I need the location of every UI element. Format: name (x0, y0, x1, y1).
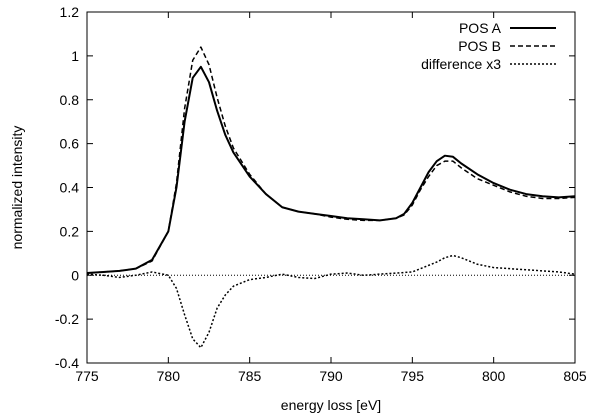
x-tick-label: 785 (238, 368, 262, 384)
y-tick-label: 1 (71, 48, 79, 64)
plot-frame (86, 11, 576, 364)
x-tick-label: 790 (319, 368, 343, 384)
y-tick-label: 0.4 (60, 180, 80, 196)
legend-label-1: POS A (459, 20, 502, 36)
legend-label-3: difference x3 (421, 56, 501, 72)
legend: POS A POS B difference x3 (421, 20, 556, 72)
y-tick-label: 0.2 (60, 223, 80, 239)
x-axis-label: energy loss [eV] (281, 397, 381, 413)
y-tick-label: -0.2 (55, 311, 79, 327)
y-ticks: -0.4 -0.2 0 0.2 0.4 0.6 0.8 1 1.2 (55, 4, 575, 371)
y-tick-label: -0.4 (55, 355, 79, 371)
x-tick-label: 805 (563, 368, 587, 384)
y-tick-label: 1.2 (60, 4, 80, 20)
series-line-2 (86, 46, 576, 274)
legend-label-2: POS B (458, 38, 501, 54)
x-tick-label: 775 (75, 368, 99, 384)
y-tick-label: 0 (71, 267, 79, 283)
x-tick-label: 780 (157, 368, 181, 384)
x-ticks: 775 780 785 790 795 800 805 (75, 12, 587, 384)
series-line-1 (86, 65, 576, 275)
x-tick-label: 800 (482, 368, 506, 384)
y-axis-label: normalized intensity (9, 126, 25, 250)
y-tick-label: 0.8 (60, 92, 80, 108)
x-tick-label: 795 (401, 368, 425, 384)
y-tick-label: 0.6 (60, 136, 80, 152)
series-line-3 (86, 254, 576, 349)
series-lines (86, 46, 576, 349)
